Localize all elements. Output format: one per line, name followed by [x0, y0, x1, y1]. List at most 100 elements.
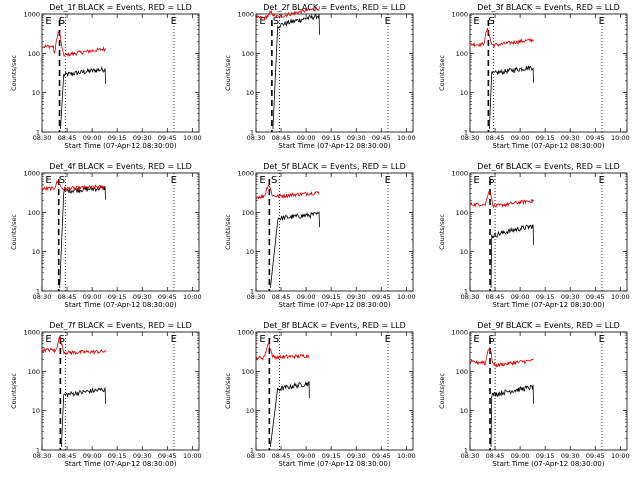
- marker-label-e: E: [259, 16, 265, 27]
- y-tick-label: 1000: [451, 170, 468, 178]
- x-axis-label: Start Time (07-Apr-12 08:30:00): [64, 301, 176, 309]
- y-tick-label: 100: [28, 368, 40, 376]
- x-axis-label: Start Time (07-Apr-12 08:30:00): [278, 301, 390, 309]
- marker-label-e: E: [45, 175, 51, 186]
- panel-title: Det_9f BLACK = Events, RED = LLD: [477, 321, 620, 330]
- plot-frame: [255, 13, 414, 133]
- x-tick-label: 09:00: [83, 134, 102, 142]
- series-lld-line: [469, 189, 534, 209]
- y-tick-label: 100: [242, 368, 254, 376]
- panel-title: Det_1f BLACK = Events, RED = LLD: [49, 3, 192, 12]
- x-tick-label: 08:30: [247, 452, 266, 460]
- marker-label-e: E: [259, 334, 265, 345]
- y-tick-label: 10: [246, 89, 254, 97]
- series-lld-line: [255, 6, 320, 21]
- y-tick-label: 1: [36, 288, 40, 296]
- x-tick-label: 08:30: [33, 134, 52, 142]
- plot-frame: [255, 172, 414, 292]
- x-tick-label: 09:30: [561, 452, 580, 460]
- y-axis-label: Counts/sec: [10, 214, 18, 250]
- marker-label-s: S: [488, 16, 494, 27]
- y-tick-label: 1: [250, 288, 254, 296]
- x-tick-label: 08:30: [247, 134, 266, 142]
- plot-frame: [469, 331, 628, 451]
- x-tick-label: 09:00: [297, 293, 316, 301]
- y-tick-label: 10: [32, 89, 40, 97]
- y-tick-label: 1: [464, 447, 468, 455]
- y-tick-label: 10: [460, 248, 468, 256]
- x-tick-label: 09:30: [561, 293, 580, 301]
- series-events-line: [60, 65, 106, 129]
- y-tick-label: 100: [456, 50, 468, 58]
- y-axis-label: Counts/sec: [438, 214, 446, 250]
- x-tick-label: 10:00: [611, 452, 630, 460]
- x-tick-label: 08:45: [58, 134, 77, 142]
- y-tick-label: 100: [242, 50, 254, 58]
- series-events-line: [490, 224, 534, 288]
- panel-1: Det_1f BLACK = Events, RED = LLD 1 10 100 10…: [10, 3, 202, 150]
- marker-label-e: E: [385, 16, 391, 27]
- y-tick-label: 1: [464, 288, 468, 296]
- y-axis-label: Counts/sec: [224, 373, 232, 409]
- marker-label-e: E: [171, 175, 177, 186]
- marker-label-s: S: [273, 334, 279, 345]
- y-tick-label: 10: [32, 407, 40, 415]
- x-axis-label: Start Time (07-Apr-12 08:30:00): [278, 142, 390, 150]
- x-tick-label: 10:00: [397, 134, 416, 142]
- x-tick-label: 09:45: [372, 293, 391, 301]
- x-tick-label: 09:00: [297, 452, 316, 460]
- marker-label-s: S: [488, 334, 494, 345]
- marker-label-e: E: [385, 334, 391, 345]
- x-tick-label: 08:30: [33, 293, 52, 301]
- series-lld-line: [255, 342, 310, 361]
- y-tick-label: 100: [242, 209, 254, 217]
- y-axis-label: Counts/sec: [224, 55, 232, 91]
- marker-label-e: E: [473, 175, 479, 186]
- x-tick-label: 09:30: [133, 134, 152, 142]
- x-tick-label: 09:45: [158, 293, 177, 301]
- x-axis-label: Start Time (07-Apr-12 08:30:00): [278, 460, 390, 468]
- x-tick-label: 09:30: [347, 452, 366, 460]
- x-axis-label: Start Time (07-Apr-12 08:30:00): [64, 460, 176, 468]
- y-tick-label: 1000: [23, 329, 40, 337]
- series-events-line: [59, 185, 106, 288]
- plot-frame: [255, 331, 414, 451]
- x-tick-label: 09:45: [158, 452, 177, 460]
- panel-8: Det_8f BLACK = Events, RED = LLD 1 10 100 10…: [224, 321, 416, 468]
- marker-label-s: S: [59, 334, 65, 345]
- marker-label-e: E: [599, 16, 605, 27]
- x-tick-label: 09:15: [322, 452, 341, 460]
- x-tick-label: 08:45: [486, 452, 505, 460]
- x-tick-label: 09:00: [83, 293, 102, 301]
- x-tick-label: 08:30: [461, 452, 480, 460]
- y-tick-label: 1000: [451, 329, 468, 337]
- x-tick-label: 09:15: [322, 293, 341, 301]
- series-lld-line: [41, 336, 106, 356]
- series-events-line: [272, 13, 320, 129]
- panel-6: Det_6f BLACK = Events, RED = LLD 1 10 100 10…: [438, 162, 630, 309]
- x-tick-label: 09:45: [158, 134, 177, 142]
- marker-label-e: E: [385, 175, 391, 186]
- x-axis-label: Start Time (07-Apr-12 08:30:00): [492, 142, 604, 150]
- marker-label-s: S: [271, 175, 277, 186]
- marker-label-e: E: [171, 16, 177, 27]
- x-tick-label: 09:30: [347, 293, 366, 301]
- y-tick-label: 100: [28, 209, 40, 217]
- y-axis-label: Counts/sec: [438, 55, 446, 91]
- marker-label-s: S: [273, 16, 279, 27]
- y-tick-label: 10: [32, 248, 40, 256]
- x-tick-label: 09:15: [536, 452, 555, 460]
- marker-label-e: E: [45, 16, 51, 27]
- x-tick-label: 09:30: [561, 134, 580, 142]
- marker-label-e: E: [171, 334, 177, 345]
- x-tick-label: 10:00: [397, 293, 416, 301]
- panel-title: Det_4f BLACK = Events, RED = LLD: [49, 162, 192, 171]
- panel-title: Det_5f BLACK = Events, RED = LLD: [263, 162, 406, 171]
- y-tick-label: 100: [28, 50, 40, 58]
- y-axis-label: Counts/sec: [10, 55, 18, 91]
- y-tick-label: 1000: [23, 170, 40, 178]
- x-tick-label: 08:30: [33, 452, 52, 460]
- y-tick-label: 1: [36, 129, 40, 137]
- x-tick-label: 10:00: [611, 134, 630, 142]
- y-tick-label: 1: [464, 129, 468, 137]
